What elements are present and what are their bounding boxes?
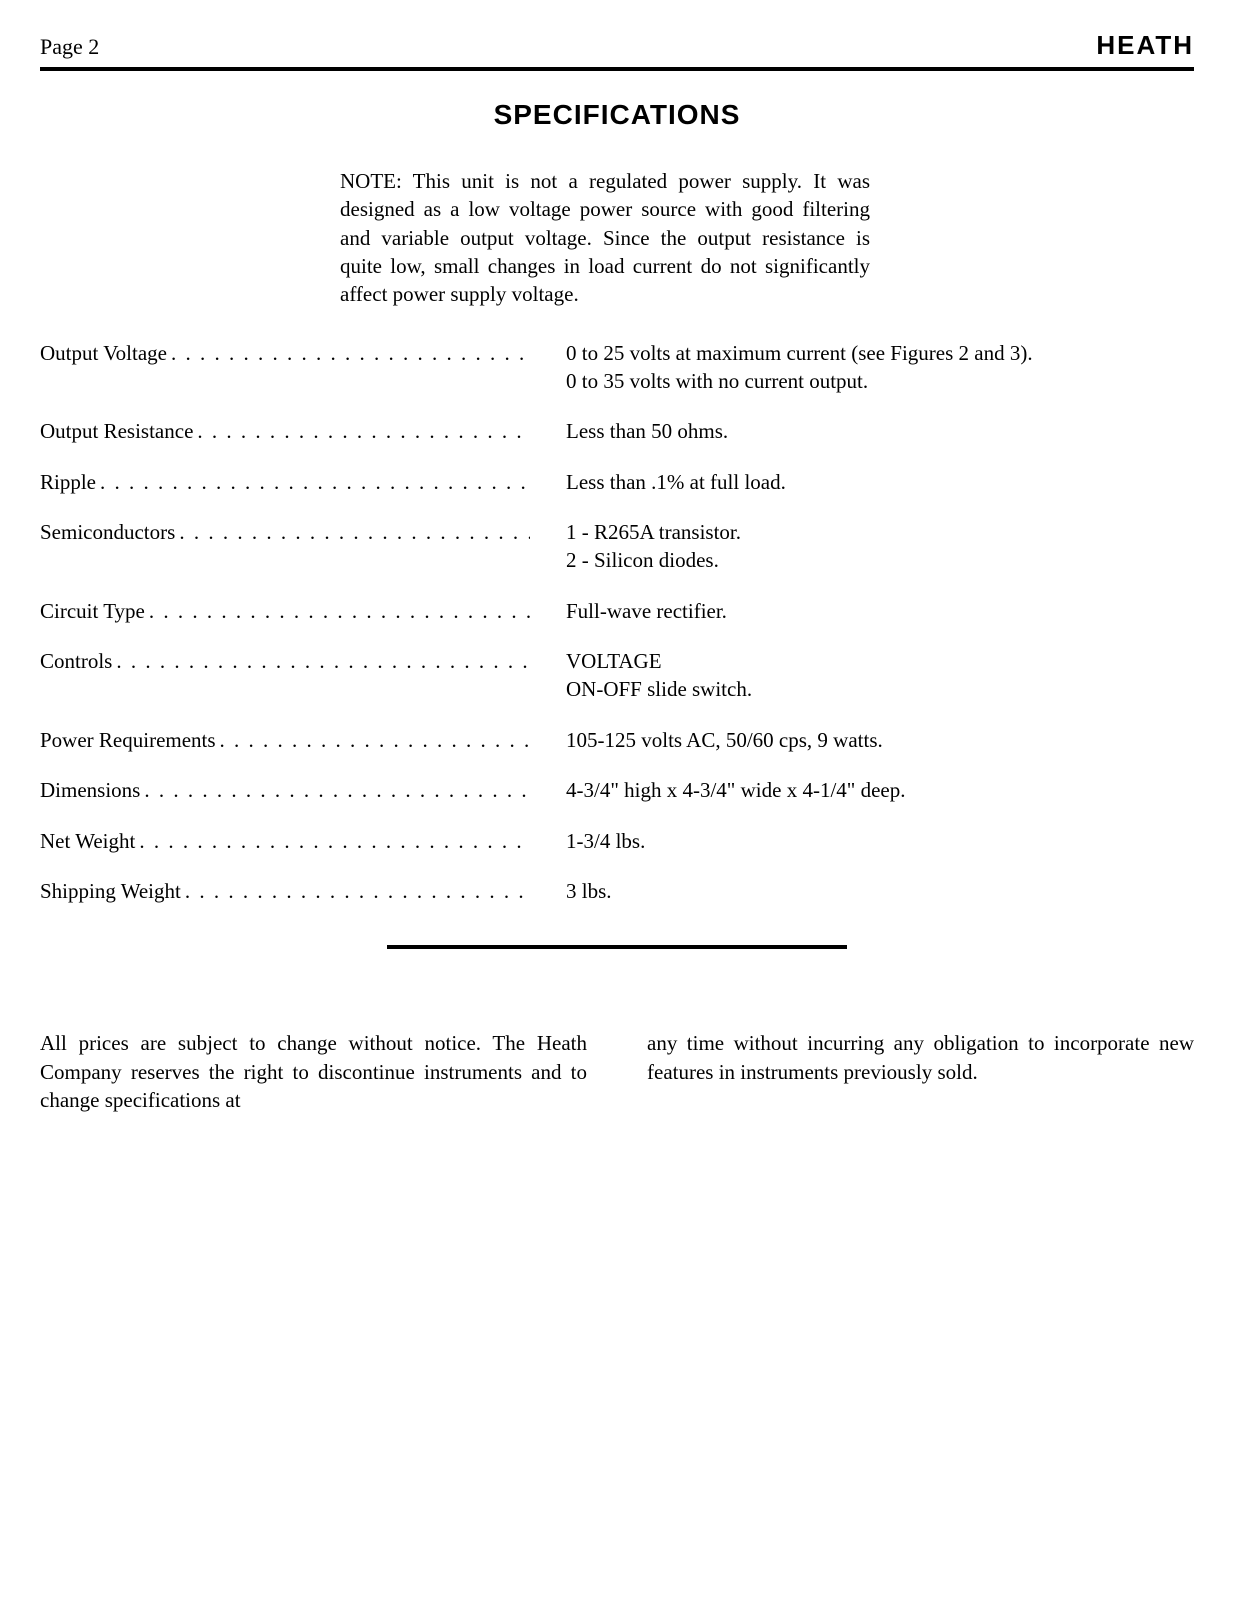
- spec-label: Net Weight: [40, 827, 530, 855]
- brand-logo: HEATH: [1096, 30, 1194, 61]
- spec-value: 1 - R265A transistor.2 - Silicon diodes.: [530, 518, 1194, 575]
- spec-row: Output Voltage0 to 25 volts at maximum c…: [40, 339, 1194, 396]
- footer-text: All prices are subject to change without…: [40, 1029, 1194, 1114]
- spec-label: Controls: [40, 647, 530, 704]
- spec-label: Output Resistance: [40, 417, 530, 445]
- spec-value: 4-3/4" high x 4-3/4" wide x 4-1/4" deep.: [530, 776, 1194, 804]
- spec-row: Shipping Weight3 lbs.: [40, 877, 1194, 905]
- spec-value: VOLTAGEON-OFF slide switch.: [530, 647, 1194, 704]
- spec-row: ControlsVOLTAGEON-OFF slide switch.: [40, 647, 1194, 704]
- footer-column-right: any time without incurring any obligatio…: [647, 1029, 1194, 1114]
- spec-value: Full-wave rectifier.: [530, 597, 1194, 625]
- spec-label: Power Requirements: [40, 726, 530, 754]
- spec-value: 0 to 25 volts at maximum current (see Fi…: [530, 339, 1194, 396]
- spec-label: Dimensions: [40, 776, 530, 804]
- footer-column-left: All prices are subject to change without…: [40, 1029, 587, 1114]
- spec-label: Shipping Weight: [40, 877, 530, 905]
- spec-value: 3 lbs.: [530, 877, 1194, 905]
- spec-row: Semiconductors1 - R265A transistor.2 - S…: [40, 518, 1194, 575]
- page-title: SPECIFICATIONS: [40, 99, 1194, 131]
- spec-label: Circuit Type: [40, 597, 530, 625]
- section-divider: [387, 945, 847, 949]
- spec-row: RippleLess than .1% at full load.: [40, 468, 1194, 496]
- spec-value: Less than .1% at full load.: [530, 468, 1194, 496]
- specifications-list: Output Voltage0 to 25 volts at maximum c…: [40, 339, 1194, 905]
- spec-row: Net Weight1-3/4 lbs.: [40, 827, 1194, 855]
- spec-row: Output ResistanceLess than 50 ohms.: [40, 417, 1194, 445]
- spec-row: Circuit TypeFull-wave rectifier.: [40, 597, 1194, 625]
- spec-value: 105-125 volts AC, 50/60 cps, 9 watts.: [530, 726, 1194, 754]
- page-header: Page 2 HEATH: [40, 30, 1194, 71]
- spec-row: Dimensions4-3/4" high x 4-3/4" wide x 4-…: [40, 776, 1194, 804]
- spec-label: Semiconductors: [40, 518, 530, 575]
- note-paragraph: NOTE: This unit is not a regulated power…: [340, 167, 870, 309]
- spec-label: Output Voltage: [40, 339, 530, 396]
- spec-value: 1-3/4 lbs.: [530, 827, 1194, 855]
- spec-value: Less than 50 ohms.: [530, 417, 1194, 445]
- spec-label: Ripple: [40, 468, 530, 496]
- spec-row: Power Requirements105-125 volts AC, 50/6…: [40, 726, 1194, 754]
- page-number: Page 2: [40, 34, 99, 60]
